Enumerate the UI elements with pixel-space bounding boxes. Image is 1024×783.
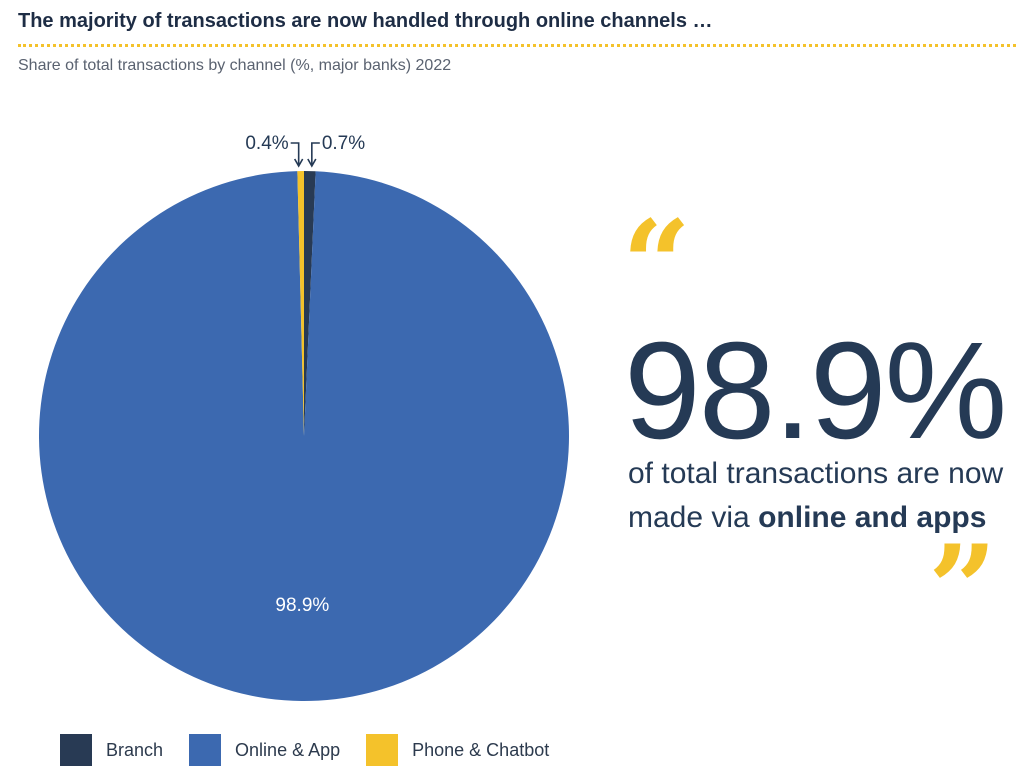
data-label-branch: 0.7% (322, 133, 365, 154)
pie-slice-online-app (39, 171, 570, 701)
legend-swatch-online (189, 734, 222, 766)
title-divider (18, 44, 1016, 47)
callout-text-bold: online and apps (758, 501, 987, 534)
legend-label-phone: Phone & Chatbot (412, 739, 550, 760)
legend-item-branch: Branch (60, 734, 163, 766)
leader-arrow-phone (290, 142, 304, 168)
leader-arrow-branch (307, 142, 320, 168)
callout-big-number: 98.9% (624, 314, 1007, 468)
data-label-online: 98.9% (275, 595, 329, 616)
page-title: The majority of transactions are now han… (18, 10, 713, 32)
legend-swatch-branch (60, 734, 92, 766)
legend-label-branch: Branch (106, 739, 164, 760)
data-label-phone: 0.4% (245, 133, 288, 154)
chart-legend: Branch Online & App Phone & Chatbot (60, 734, 575, 766)
legend-item-online: Online & App (189, 734, 340, 766)
legend-item-phone: Phone & Chatbot (366, 734, 549, 766)
open-quote-icon: “ (622, 194, 692, 335)
callout-text-plain: of total transactions are now made via (628, 457, 1004, 534)
chart-subtitle: Share of total transactions by channel (… (18, 57, 452, 74)
legend-label-online: Online & App (235, 739, 341, 760)
pie-slice-phone-chatbot (297, 171, 304, 436)
legend-swatch-phone (366, 734, 399, 766)
callout-text: of total transactions are now made via o… (628, 452, 1008, 540)
pie-chart: 98.9% 0.4% 0.7% (39, 133, 570, 701)
pie-slice-branch (304, 171, 316, 436)
close-quote-icon: ” (928, 519, 998, 660)
